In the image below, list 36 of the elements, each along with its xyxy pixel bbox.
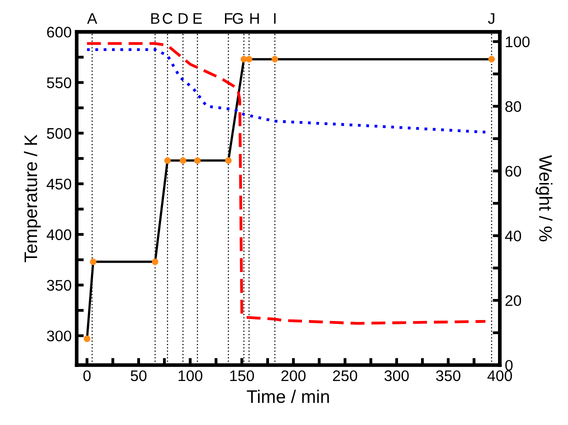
y2-tick-label: 20: [505, 295, 522, 306]
y-tick-label: 550: [46, 77, 72, 88]
ref-line-label: B: [151, 13, 160, 24]
y-tick-label: 450: [46, 178, 72, 190]
y-axis-title: Temperature / K: [24, 134, 41, 262]
ref-line-label: E: [194, 13, 202, 24]
y2-axis-title: Weight / %: [536, 155, 552, 242]
y2-tick-label: 0: [505, 360, 513, 371]
ref-line-label: I: [274, 13, 276, 24]
x-tick-label: 250: [333, 370, 358, 382]
line-series: [86, 48, 487, 134]
ref-line-label: H: [250, 13, 259, 24]
x-tick-label: 200: [281, 370, 306, 382]
y2-tick-label: 60: [505, 166, 522, 177]
y-tick-label: 300: [46, 330, 72, 342]
y2-tick-label: 100: [506, 36, 530, 48]
ref-line-label: D: [178, 13, 188, 24]
x-tick-label: 100: [178, 370, 202, 382]
x-tick-label: 0: [83, 370, 91, 382]
y-tick-label: 500: [46, 128, 72, 139]
x-axis-title: Time / min: [246, 390, 329, 403]
ref-line-label: A: [87, 13, 98, 24]
x-tick-label: 400: [487, 370, 512, 382]
y2-tick-label: 40: [505, 230, 522, 242]
x-tick-label: 150: [230, 370, 254, 382]
x-tick-label: 350: [436, 370, 460, 382]
x-tick-label: 50: [130, 370, 147, 382]
x-tick-label: 300: [384, 370, 409, 382]
y-tick-label: 400: [46, 229, 72, 240]
y-tick-label: 600: [47, 26, 72, 38]
ref-line-label: J: [488, 13, 494, 24]
y-tick-label: 350: [46, 280, 72, 291]
ref-line-label: G: [232, 13, 243, 24]
y2-tick-label: 80: [505, 101, 522, 112]
ref-line-label: F: [224, 13, 232, 24]
ref-line-label: C: [162, 13, 172, 24]
